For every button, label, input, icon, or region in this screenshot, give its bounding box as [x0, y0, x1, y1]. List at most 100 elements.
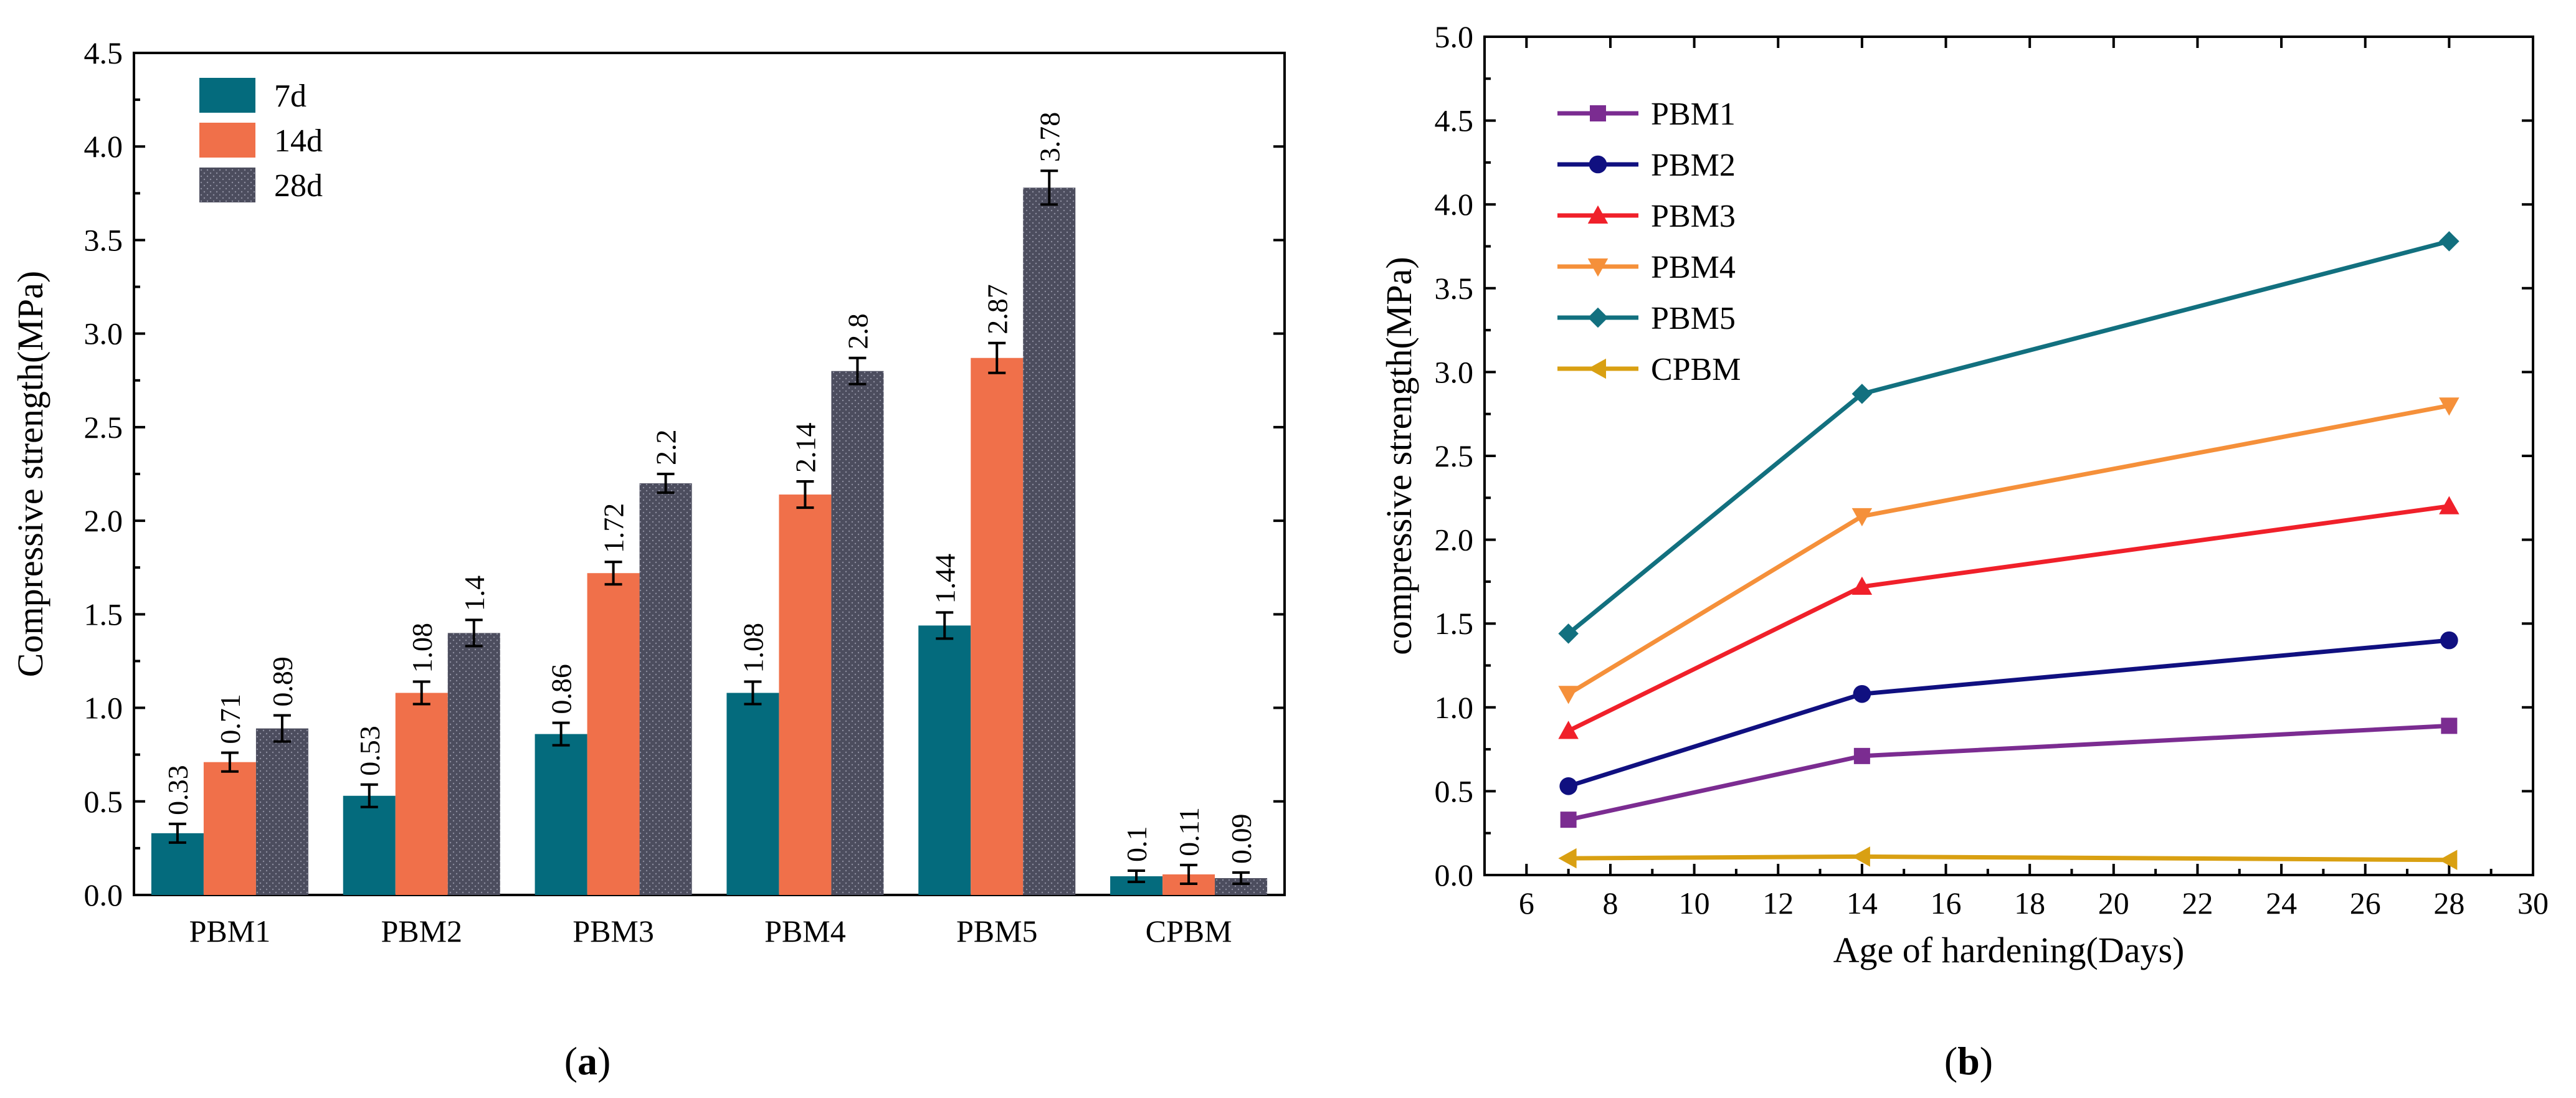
data-label: 0.89 — [267, 656, 298, 707]
x-tick-label: 30 — [2517, 886, 2549, 921]
bar — [1023, 187, 1076, 895]
y-tick-label: 2.0 — [1435, 523, 1474, 557]
data-point — [2440, 631, 2458, 650]
data-point — [1559, 777, 1577, 795]
data-point — [2439, 231, 2460, 252]
x-tick-label: PBM2 — [381, 914, 462, 949]
x-tick-label: PBM3 — [573, 914, 654, 949]
bar — [447, 633, 500, 895]
data-label: 2.8 — [842, 313, 873, 349]
legend-label: 28d — [274, 168, 323, 204]
bar — [255, 728, 308, 895]
legend-marker — [1587, 258, 1609, 277]
line-chart-panel-b: 0.0 0.5 1.0 1.5 2.0 2.5 3.0 3.5 4.0 4.5 5.0 6 8 10 12 1… — [1379, 19, 2549, 970]
data-label: 1.72 — [598, 503, 630, 554]
data-point — [1853, 747, 1870, 764]
bar — [971, 357, 1024, 895]
bar — [779, 495, 832, 895]
data-label: 0.86 — [546, 664, 577, 714]
bar — [639, 483, 692, 895]
x-tick-label: 18 — [2014, 886, 2045, 921]
panel-b-caption: (b) — [1944, 1039, 1993, 1083]
data-label: 1.44 — [929, 554, 961, 604]
legend-swatch — [199, 168, 255, 202]
data-point — [1851, 508, 1873, 527]
data-point — [1558, 686, 1579, 704]
data-point — [2439, 397, 2460, 416]
data-label: 0.33 — [162, 765, 194, 815]
y-tick-label: 0.5 — [1435, 774, 1474, 808]
data-label: 0.09 — [1225, 813, 1257, 864]
data-point — [1853, 684, 1871, 703]
data-point — [2439, 496, 2460, 514]
x-tick-label: PBM1 — [189, 914, 271, 949]
legend-label: PBM1 — [1651, 97, 1736, 132]
x-tick-label: 26 — [2350, 886, 2381, 921]
panel-a-caption-close: ) — [597, 1039, 611, 1083]
data-point — [1558, 848, 1577, 869]
series-line — [1567, 638, 2450, 788]
data-point — [1851, 576, 1873, 595]
data-label: 2.87 — [981, 284, 1013, 334]
legend-swatch — [199, 78, 255, 113]
data-point — [2439, 850, 2458, 871]
y-tick-label: 2.5 — [84, 410, 123, 445]
data-label: 1.08 — [406, 623, 438, 673]
data-label: 0.53 — [354, 726, 386, 776]
data-label: 0.1 — [1121, 826, 1153, 862]
panel-a-caption-open: ( — [564, 1039, 577, 1083]
y-tick-label: 1.5 — [84, 597, 123, 632]
panel-b-caption-letter: b — [1957, 1039, 1980, 1083]
legend-label: 7d — [274, 78, 307, 114]
y-tick-label: 2.5 — [1435, 438, 1474, 473]
y-tick-label: 3.0 — [1435, 354, 1474, 389]
series-line — [1567, 504, 2450, 733]
y-tick-label: 1.0 — [1435, 690, 1474, 725]
y-tick-label: 3.5 — [1435, 271, 1474, 306]
data-label: 2.2 — [650, 430, 682, 466]
y-axis-title: Compressive strength(MPa) — [10, 271, 50, 677]
panel-b-caption-open: ( — [1944, 1039, 1957, 1083]
y-tick-label: 1.0 — [84, 691, 123, 726]
bar — [831, 371, 884, 895]
bar — [587, 573, 640, 895]
y-tick-label: 1.5 — [1435, 606, 1474, 641]
x-tick-label: 20 — [2098, 886, 2129, 921]
x-tick-label: 6 — [1519, 886, 1534, 921]
panel-a-caption-letter: a — [577, 1039, 597, 1083]
y-tick-label: 2.0 — [84, 503, 123, 538]
legend-label: PBM5 — [1651, 301, 1736, 336]
y-tick-label: 4.0 — [84, 129, 123, 164]
data-label: 0.71 — [214, 694, 246, 744]
x-tick-label: 28 — [2433, 886, 2464, 921]
x-tick-label: CPBM — [1146, 914, 1232, 949]
data-label: 1.08 — [737, 623, 769, 673]
y-tick-label: 0.0 — [1435, 858, 1474, 892]
data-label: 3.78 — [1034, 112, 1065, 163]
x-tick-label: 10 — [1679, 886, 1710, 921]
data-point — [1558, 721, 1579, 739]
x-tick-label: PBM4 — [764, 914, 846, 949]
bar — [395, 693, 448, 895]
bar — [535, 734, 587, 895]
legend-swatch — [199, 123, 255, 158]
x-tick-label: 16 — [1931, 886, 1962, 921]
bar — [343, 795, 396, 895]
data-point — [1558, 623, 1579, 644]
panel-a-caption: (a) — [564, 1039, 611, 1083]
legend-label: CPBM — [1651, 352, 1741, 387]
series-line — [1568, 854, 2450, 863]
panel-b-caption-close: ) — [1980, 1039, 1993, 1083]
x-tick-label: 14 — [1846, 886, 1878, 921]
legend-marker — [1587, 307, 1609, 328]
y-tick-label: 0.0 — [84, 878, 123, 912]
y-tick-label: 5.0 — [1435, 19, 1474, 54]
data-label: 2.14 — [789, 423, 821, 473]
legend-label: 14d — [274, 123, 323, 159]
series-line — [1567, 239, 2450, 636]
y-tick-label: 3.0 — [84, 316, 123, 351]
y-tick-label: 4.5 — [1435, 103, 1474, 138]
bar — [203, 762, 256, 895]
legend-label: PBM4 — [1651, 250, 1736, 285]
